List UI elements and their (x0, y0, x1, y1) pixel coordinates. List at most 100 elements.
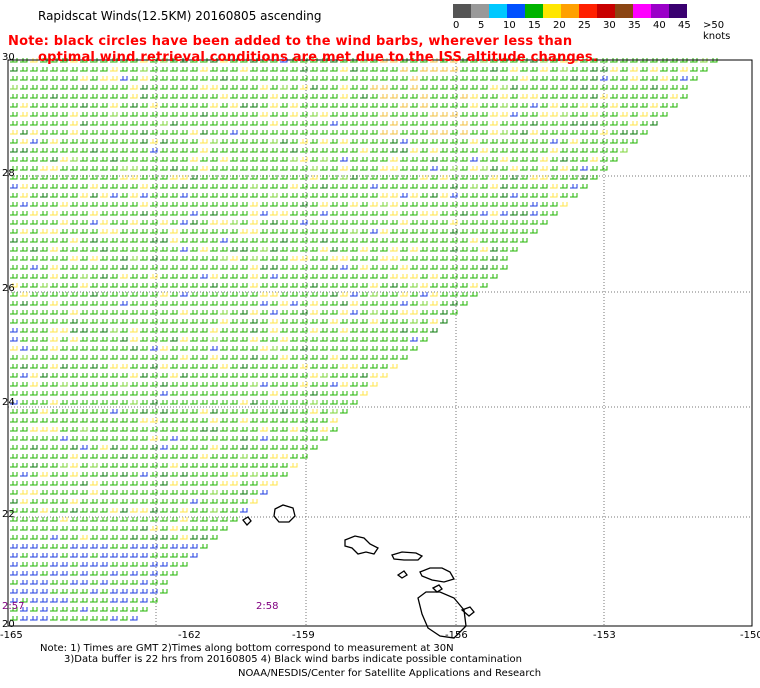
wind-barb (350, 76, 358, 81)
wind-barb (350, 283, 358, 288)
wind-barb (350, 373, 358, 378)
wind-barb (140, 247, 148, 252)
wind-barb (160, 211, 168, 216)
wind-barb (220, 175, 228, 180)
wind-barb (250, 103, 258, 108)
wind-barb (80, 229, 88, 234)
wind-barb (50, 148, 58, 153)
wind-barb (20, 490, 28, 495)
wind-barb (70, 148, 78, 153)
wind-barb (530, 175, 538, 180)
wind-barb (140, 535, 148, 540)
wind-barb (190, 355, 198, 360)
wind-barb (510, 112, 518, 117)
wind-barb (40, 301, 48, 306)
wind-barb (360, 193, 368, 198)
wind-barb (10, 418, 18, 423)
wind-barb (80, 616, 88, 621)
wind-barb (160, 301, 168, 306)
wind-barb (200, 418, 208, 423)
wind-barb (420, 103, 428, 108)
wind-barb (380, 229, 388, 234)
wind-barb (400, 346, 408, 351)
wind-barb (400, 337, 408, 342)
wind-barb (430, 310, 438, 315)
wind-barb (200, 220, 208, 225)
wind-barb (330, 166, 338, 171)
wind-barb (190, 526, 198, 531)
wind-barb (200, 166, 208, 171)
scale-swatch (597, 4, 615, 18)
wind-barb (50, 202, 58, 207)
wind-barb (50, 427, 58, 432)
wind-barb (150, 346, 158, 351)
wind-barb (490, 220, 498, 225)
wind-barb (210, 373, 218, 378)
wind-barb (210, 400, 218, 405)
wind-barb (60, 589, 68, 594)
wind-barb (390, 328, 398, 333)
wind-barb (320, 76, 328, 81)
wind-barb (620, 139, 628, 144)
wind-barb (360, 112, 368, 117)
wind-barb (150, 454, 158, 459)
wind-barb (130, 598, 138, 603)
wind-barb (180, 535, 188, 540)
wind-barb (420, 94, 428, 99)
wind-barb (70, 517, 78, 522)
wind-barb (130, 454, 138, 459)
wind-barb (320, 166, 328, 171)
wind-barb (360, 256, 368, 261)
wind-barb (410, 166, 418, 171)
wind-barb (10, 310, 18, 315)
wind-barb (330, 112, 338, 117)
wind-barb (290, 382, 298, 387)
wind-barb (560, 94, 568, 99)
wind-barb (120, 139, 128, 144)
wind-barb (460, 247, 468, 252)
lon-label-165: -165 (0, 630, 23, 641)
wind-barb (460, 265, 468, 270)
wind-barb (610, 130, 618, 135)
wind-barb (170, 373, 178, 378)
wind-barb (300, 94, 308, 99)
wind-barb (250, 463, 258, 468)
wind-barb (260, 184, 268, 189)
wind-barb (130, 175, 138, 180)
wind-barb (530, 103, 538, 108)
wind-barb (530, 211, 538, 216)
wind-barb (270, 130, 278, 135)
wind-barb (70, 355, 78, 360)
wind-barb (80, 409, 88, 414)
wind-barb (130, 400, 138, 405)
wind-barb (120, 292, 128, 297)
wind-barb (10, 319, 18, 324)
wind-barb (210, 490, 218, 495)
wind-barb (280, 337, 288, 342)
wind-barb (520, 103, 528, 108)
wind-barb (150, 184, 158, 189)
wind-barb (550, 130, 558, 135)
wind-barb (50, 400, 58, 405)
wind-barb (410, 283, 418, 288)
wind-barb (480, 175, 488, 180)
wind-barb (350, 103, 358, 108)
wind-barb (650, 112, 658, 117)
wind-barb (170, 139, 178, 144)
wind-barb (100, 103, 108, 108)
wind-barb (20, 481, 28, 486)
wind-barb (50, 607, 58, 612)
wind-barb (100, 310, 108, 315)
wind-barb (350, 148, 358, 153)
wind-barb (160, 85, 168, 90)
wind-barb (80, 436, 88, 441)
lat-label-22: 22 (2, 509, 15, 520)
wind-barb (360, 139, 368, 144)
wind-barb (320, 391, 328, 396)
wind-barb (260, 301, 268, 306)
wind-barb (350, 130, 358, 135)
wind-barb (430, 121, 438, 126)
wind-barb (40, 472, 48, 477)
wind-barb (60, 490, 68, 495)
wind-barb (240, 382, 248, 387)
